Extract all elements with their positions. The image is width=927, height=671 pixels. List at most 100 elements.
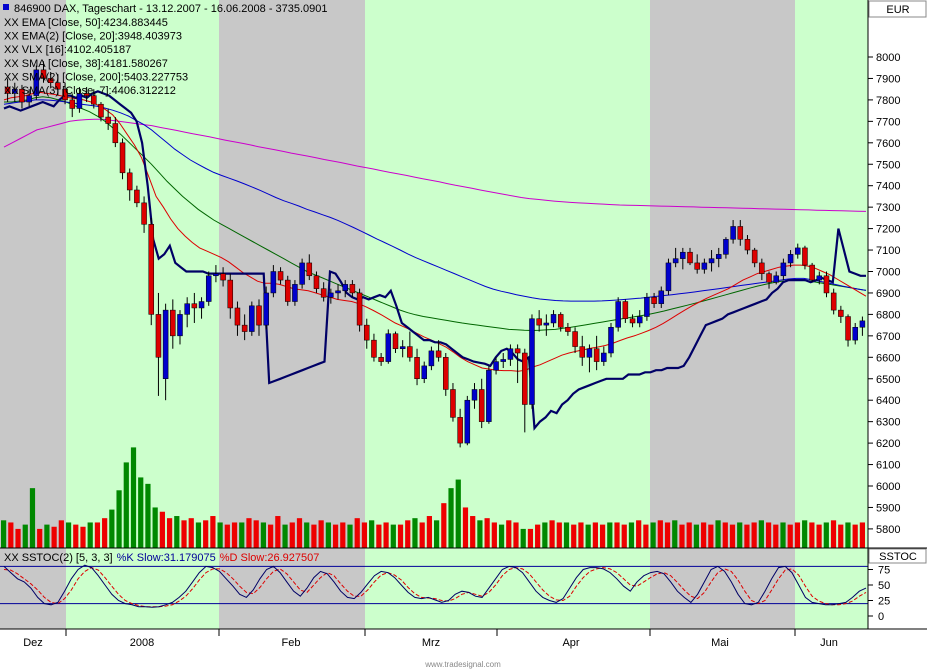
currency-label: EUR — [886, 4, 909, 16]
candle-down — [313, 275, 320, 289]
candle-down — [407, 346, 413, 358]
stoch-k-line — [3, 564, 867, 608]
volume-bar — [260, 522, 267, 548]
stoch-title: XX SSTOC(2) [5, 3, 3] %K Slow:31.179075 %D… — [4, 552, 319, 564]
candle-down — [443, 357, 449, 390]
candle-down — [622, 301, 629, 319]
volume-bar — [571, 524, 577, 548]
volume-bar — [751, 522, 757, 548]
volume-bar — [383, 522, 389, 548]
volume-bar — [535, 524, 541, 548]
volume-bar — [434, 520, 440, 548]
candle-down — [55, 82, 61, 90]
candle-up — [270, 271, 277, 294]
candle-up — [26, 95, 32, 103]
volume-bar — [549, 520, 555, 548]
volume-bar — [599, 524, 606, 548]
price-tick-label: 6300 — [876, 417, 900, 429]
candle-down — [19, 88, 25, 103]
volume-bar — [44, 524, 50, 548]
candle-down — [522, 352, 528, 405]
candle-up — [601, 352, 607, 362]
volume-bar — [614, 522, 620, 548]
candle-down — [126, 172, 133, 191]
volume-bar — [715, 520, 721, 548]
volume-bar — [859, 522, 865, 548]
candle-up — [162, 309, 169, 379]
candle-down — [766, 273, 772, 283]
legend-entry: XX SMA(2) [Close, 200]:5403.227753 — [4, 71, 188, 83]
candle-down — [349, 284, 356, 294]
candle-down — [284, 279, 291, 302]
chart-title: 846900 DAX, Tageschart - 13.12.2007 - 16… — [14, 3, 328, 15]
volume-bar — [773, 524, 779, 548]
volume-bar — [823, 522, 829, 548]
volume-bar — [376, 524, 382, 548]
legend-entry: XX SMA(3) [Close, 7]:4406.312212 — [4, 85, 176, 97]
stoch-tick-label: 50 — [878, 580, 890, 592]
volume-bar — [65, 522, 72, 548]
candle-up — [615, 301, 621, 328]
volume-bar — [195, 522, 202, 548]
candle-up — [658, 290, 665, 304]
candle-up — [529, 318, 535, 405]
volume-bar — [802, 520, 808, 548]
volume-bar — [210, 516, 216, 548]
volume-bar — [231, 522, 238, 548]
volume-bar — [152, 507, 158, 548]
volume-bar — [138, 477, 144, 548]
stoch-k-text: %K Slow:31.179075 — [117, 552, 216, 564]
candle-up — [399, 346, 406, 349]
candle-up — [550, 314, 557, 324]
stoch-tick-label: 75 — [878, 565, 890, 577]
candle-down — [105, 116, 111, 124]
candle-down — [356, 292, 363, 326]
candle-down — [751, 249, 758, 264]
price-tick-label: 8000 — [876, 52, 900, 64]
candle-down — [148, 224, 155, 315]
volume-bar — [484, 518, 490, 548]
volume-bar — [470, 516, 476, 548]
price-tick-label: 6700 — [876, 331, 900, 343]
volume-bar — [275, 516, 281, 548]
volume-bar — [405, 520, 411, 548]
candle-up — [795, 247, 801, 255]
volume-bar — [419, 522, 425, 548]
candle-down — [809, 264, 815, 281]
candle-down — [457, 417, 463, 444]
candle-up — [428, 350, 435, 367]
ema50-line — [3, 99, 867, 302]
candle-down — [759, 262, 765, 274]
volume-bar — [455, 479, 461, 548]
volume-bar — [109, 509, 115, 548]
candle-up — [636, 316, 643, 324]
volume-bar — [498, 524, 505, 548]
volume-bar — [412, 518, 418, 548]
price-candles — [4, 61, 866, 448]
candle-up — [665, 262, 672, 292]
price-tick-label: 7800 — [876, 95, 900, 107]
candle-up — [715, 254, 722, 259]
volume-bar — [838, 524, 844, 548]
currency-box — [868, 0, 927, 18]
candle-down — [364, 324, 370, 341]
candle-down — [119, 142, 126, 174]
volume-bar — [217, 522, 223, 548]
candle-down — [40, 69, 47, 79]
stoch-tick-label: 25 — [878, 596, 890, 608]
candle-up — [292, 284, 298, 302]
candle-down — [687, 251, 693, 264]
volume-bar — [188, 518, 194, 548]
volume-bar — [15, 528, 21, 548]
volume-bar — [268, 524, 274, 548]
volume-bar — [116, 490, 122, 548]
volume-bar — [830, 520, 837, 548]
volume-bar — [722, 522, 728, 548]
volume-bar — [794, 522, 801, 548]
volume-bar — [506, 520, 512, 548]
time-tick-label: Jun — [820, 637, 838, 649]
candle-down — [435, 350, 442, 358]
volume-bar — [816, 524, 822, 548]
price-tick-label: 7000 — [876, 267, 900, 279]
candle-down — [830, 292, 837, 311]
